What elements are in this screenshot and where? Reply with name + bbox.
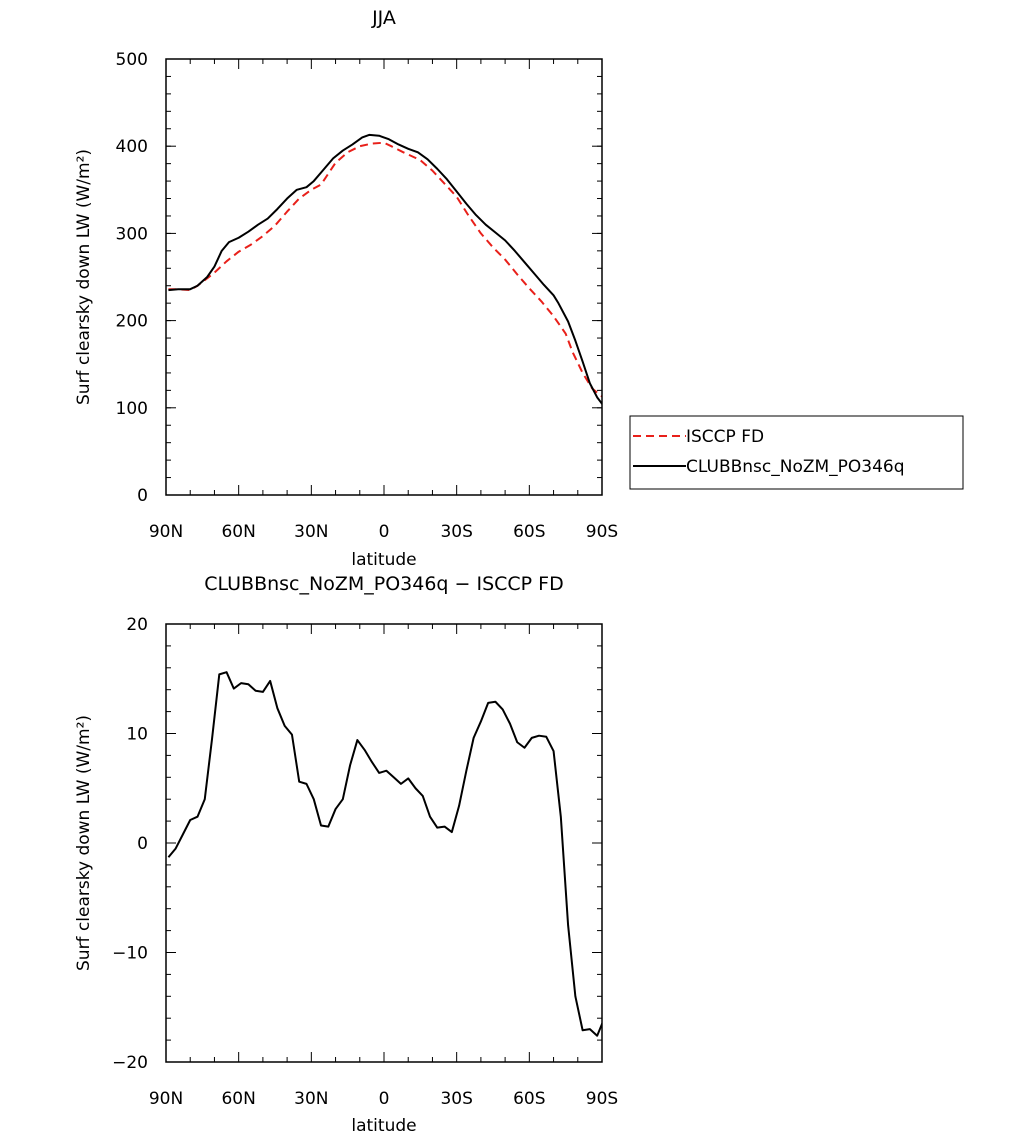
top-plot-area: 0 100 200 300 400 500 90N 60N 30N 0 30S 60S 90S <box>116 50 619 542</box>
bottom-y-tick-label: 20 <box>126 615 148 635</box>
bottom-series-line-0 <box>167 671 602 1037</box>
top-x-tick-label: 30N <box>294 522 328 542</box>
top-x-tick-label: 30S <box>440 522 472 542</box>
bottom-y-tick-label: 0 <box>137 834 148 854</box>
legend-box <box>629 415 964 490</box>
bottom-x-tick-label: 0 <box>379 1089 390 1109</box>
bottom-x-axis-label: latitude <box>351 1116 416 1136</box>
top-y-tick-label: 0 <box>137 486 148 506</box>
top-x-tick-label: 60N <box>221 522 255 542</box>
bottom-x-tick-label: 60N <box>221 1089 255 1109</box>
legend-label-isccp: ISCCP FD <box>686 427 764 447</box>
top-series-line-1 <box>168 133 602 406</box>
top-y-tick-label: 400 <box>116 137 148 157</box>
bottom-plot-area: −20 −10 0 10 20 90N 60N 30N 0 30S 60S 90S <box>112 615 618 1109</box>
bottom-y-tick-label: 10 <box>126 725 148 745</box>
bottom-x-tick-label: 90N <box>149 1089 183 1109</box>
top-y-axis-label: Surf clearsky down LW (W/m²) <box>74 149 94 405</box>
bottom-y-tick-label: −20 <box>112 1053 148 1073</box>
top-x-tick-label: 0 <box>379 522 390 542</box>
bottom-y-axis-label: Surf clearsky down LW (W/m²) <box>74 715 94 971</box>
top-y-tick-label: 300 <box>116 224 148 244</box>
top-y-tick-label: 500 <box>116 50 148 70</box>
bottom-x-tick-label: 60S <box>513 1089 545 1109</box>
bottom-x-tick-label: 30S <box>440 1089 472 1109</box>
top-y-tick-label: 200 <box>116 312 148 332</box>
top-series-line-0 <box>168 141 602 398</box>
top-x-axis-label: latitude <box>351 550 416 570</box>
top-x-tick-label: 60S <box>513 522 545 542</box>
top-plot-frame <box>165 58 603 496</box>
bottom-y-tick-label: −10 <box>112 944 148 964</box>
top-x-tick-label: 90S <box>586 522 618 542</box>
bottom-chart-title: CLUBBnsc_NoZM_PO346q − ISCCP FD <box>204 573 564 595</box>
legend: ISCCP FD CLUBBnsc_NoZM_PO346q <box>629 415 964 490</box>
top-y-tick-label: 100 <box>116 399 148 419</box>
legend-label-clubb: CLUBBnsc_NoZM_PO346q <box>686 457 905 477</box>
bottom-chart-panel: CLUBBnsc_NoZM_PO346q − ISCCP FD −20 −10 0 1… <box>74 573 618 1136</box>
bottom-plot-frame <box>165 623 603 1063</box>
top-chart-title: JJA <box>371 7 396 29</box>
bottom-x-tick-label: 30N <box>294 1089 328 1109</box>
bottom-x-tick-label: 90S <box>586 1089 618 1109</box>
top-x-tick-label: 90N <box>149 522 183 542</box>
